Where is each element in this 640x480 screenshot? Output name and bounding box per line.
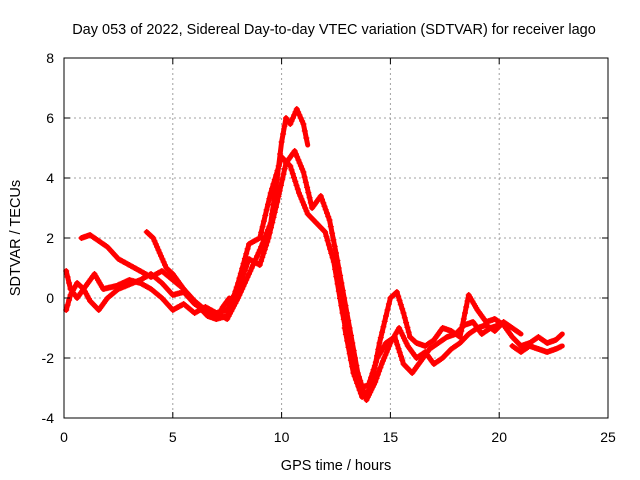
x-tick-label: 0 [60, 429, 68, 445]
y-tick-label: 4 [46, 170, 54, 186]
data-series [63, 106, 565, 403]
series-markers [78, 154, 501, 391]
y-tick-label: 8 [46, 50, 54, 66]
y-tick-label: -4 [42, 410, 55, 426]
series-track-5 [341, 289, 565, 400]
axis-ticks: 0 5 10 15 20 25 -4 -2 0 2 4 6 8 [42, 50, 616, 445]
x-tick-label: 5 [169, 429, 177, 445]
series-track-2 [63, 148, 524, 403]
series-markers [341, 289, 564, 400]
x-tick-label: 25 [600, 429, 616, 445]
x-tick-label: 20 [491, 429, 507, 445]
chart-title: Day 053 of 2022, Sidereal Day-to-day VTE… [72, 22, 596, 38]
y-tick-label: 6 [46, 110, 54, 126]
x-tick-label: 10 [274, 429, 290, 445]
y-tick-label: 0 [46, 290, 54, 306]
grid-lines [64, 58, 608, 418]
series-track-3 [78, 154, 502, 391]
x-tick-label: 15 [383, 429, 399, 445]
y-tick-label: 2 [46, 230, 54, 246]
series-line [63, 148, 524, 403]
y-tick-label: -2 [42, 350, 55, 366]
y-axis-label: SDTVAR / TECUs [8, 180, 24, 296]
series-markers [143, 229, 232, 322]
series-markers [63, 148, 523, 403]
series-track-6 [509, 343, 565, 355]
x-axis-label: GPS time / hours [281, 458, 391, 474]
series-track-4 [143, 229, 232, 322]
series-markers [509, 343, 564, 355]
